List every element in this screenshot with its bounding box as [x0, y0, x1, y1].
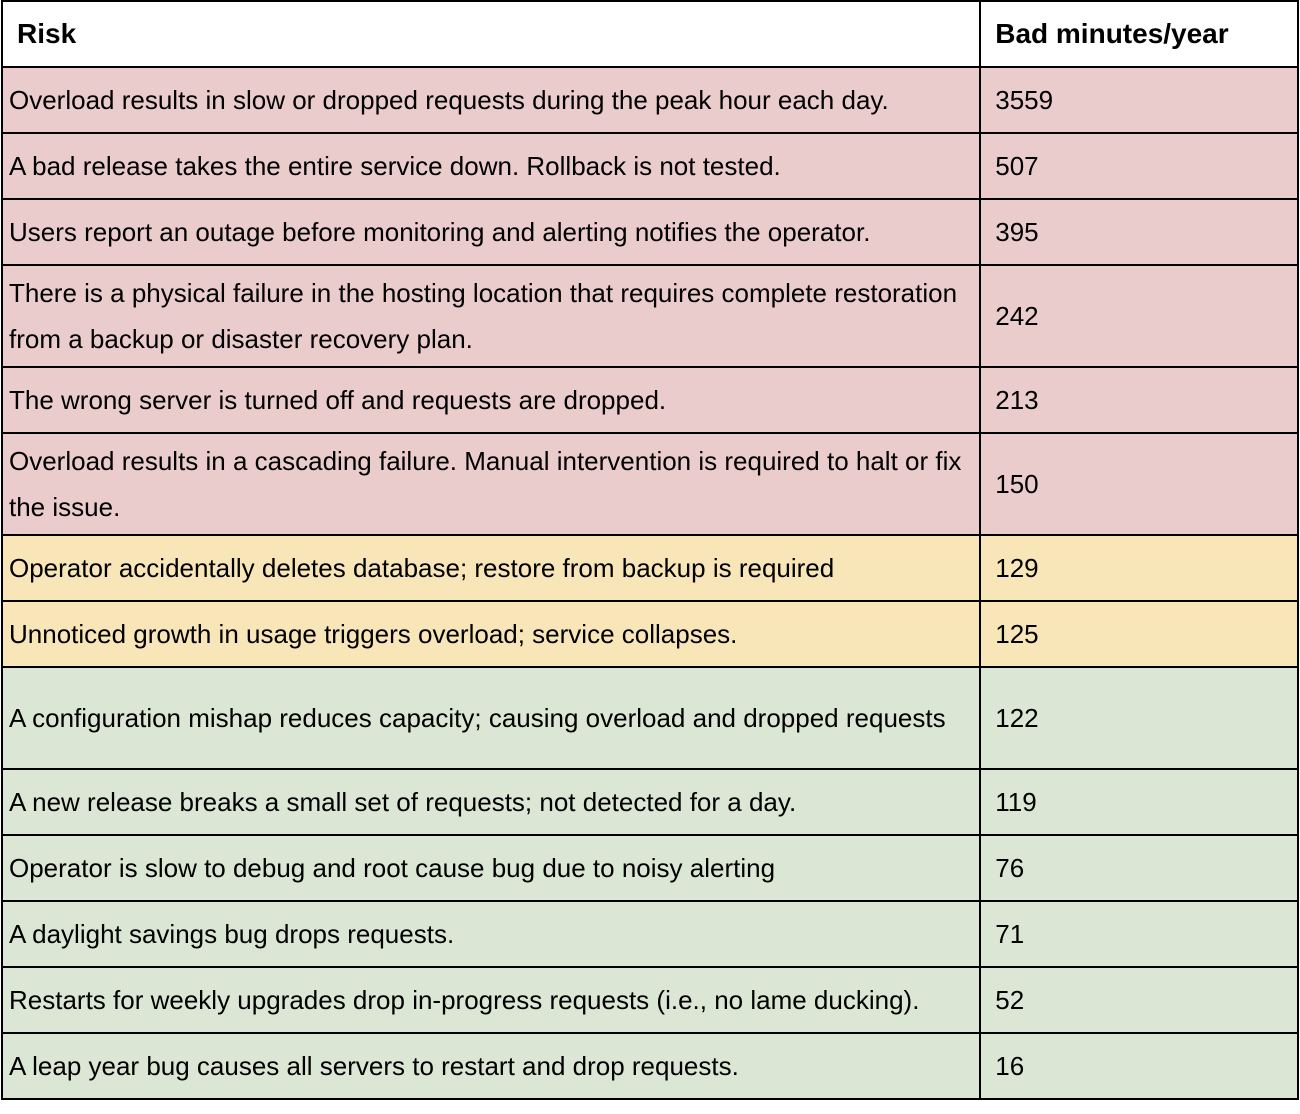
bad-minutes-cell: 16 — [979, 1032, 1299, 1100]
bad-minutes-cell: 395 — [979, 198, 1299, 266]
bad-minutes-cell: 76 — [979, 834, 1299, 902]
table-row: A daylight savings bug drops requests. 7… — [0, 900, 1299, 968]
risk-cell: Overload results in slow or dropped requ… — [0, 66, 982, 134]
bad-minutes-cell: 242 — [979, 264, 1299, 368]
risk-cell: There is a physical failure in the hosti… — [0, 264, 982, 368]
table-row: Overload results in slow or dropped requ… — [0, 66, 1299, 134]
table-row: A configuration mishap reduces capacity;… — [0, 666, 1299, 770]
table-row: A bad release takes the entire service d… — [0, 132, 1299, 200]
bad-minutes-cell: 507 — [979, 132, 1299, 200]
bad-minutes-cell: 122 — [979, 666, 1299, 770]
risk-cell: A new release breaks a small set of requ… — [0, 768, 982, 836]
risk-cell: The wrong server is turned off and reque… — [0, 366, 982, 434]
risk-cell: Users report an outage before monitoring… — [0, 198, 982, 266]
risk-cell: A leap year bug causes all servers to re… — [0, 1032, 982, 1100]
risk-cell: Restarts for weekly upgrades drop in-pro… — [0, 966, 982, 1034]
risk-column-header: Risk — [0, 0, 982, 68]
table-row: There is a physical failure in the hosti… — [0, 264, 1299, 368]
bad-minutes-column-header: Bad minutes/year — [979, 0, 1299, 68]
risk-cell: Overload results in a cascading failure.… — [0, 432, 982, 536]
table-row: A leap year bug causes all servers to re… — [0, 1032, 1299, 1100]
table-header-row: Risk Bad minutes/year — [0, 0, 1299, 68]
table-row: Users report an outage before monitoring… — [0, 198, 1299, 266]
risk-cell: Operator is slow to debug and root cause… — [0, 834, 982, 902]
bad-minutes-cell: 125 — [979, 600, 1299, 668]
bad-minutes-cell: 52 — [979, 966, 1299, 1034]
risk-cell: Unnoticed growth in usage triggers overl… — [0, 600, 982, 668]
risk-cell: A bad release takes the entire service d… — [0, 132, 982, 200]
table-row: Unnoticed growth in usage triggers overl… — [0, 600, 1299, 668]
table-row: Restarts for weekly upgrades drop in-pro… — [0, 966, 1299, 1034]
table-row: A new release breaks a small set of requ… — [0, 768, 1299, 836]
risk-cell: Operator accidentally deletes database; … — [0, 534, 982, 602]
table-row: Overload results in a cascading failure.… — [0, 432, 1299, 536]
table-row: The wrong server is turned off and reque… — [0, 366, 1299, 434]
bad-minutes-cell: 150 — [979, 432, 1299, 536]
risk-cell: A daylight savings bug drops requests. — [0, 900, 982, 968]
bad-minutes-cell: 213 — [979, 366, 1299, 434]
bad-minutes-cell: 129 — [979, 534, 1299, 602]
bad-minutes-cell: 71 — [979, 900, 1299, 968]
table-row: Operator is slow to debug and root cause… — [0, 834, 1299, 902]
bad-minutes-cell: 3559 — [979, 66, 1299, 134]
risk-cell: A configuration mishap reduces capacity;… — [0, 666, 982, 770]
table-row: Operator accidentally deletes database; … — [0, 534, 1299, 602]
bad-minutes-cell: 119 — [979, 768, 1299, 836]
